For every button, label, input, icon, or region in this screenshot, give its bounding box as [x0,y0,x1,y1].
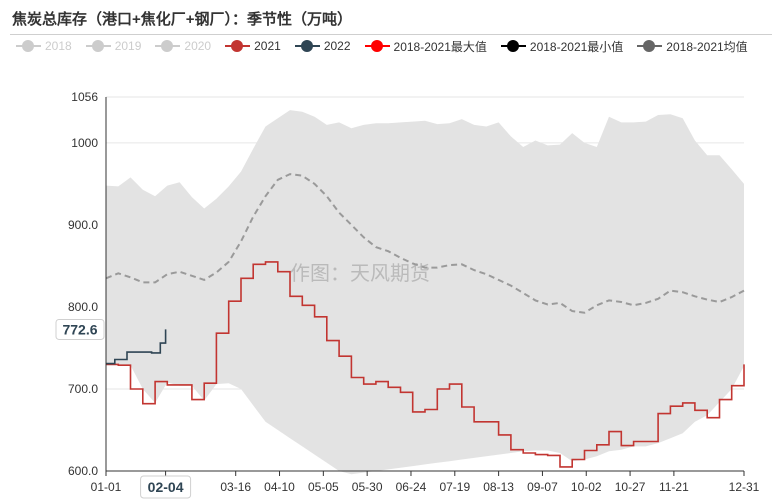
x-tick-label: 05-30 [352,480,383,494]
watermark: 作图：天风期货 [290,262,430,285]
x-tick-label: 12-31 [729,480,760,494]
title-divider [10,34,772,35]
legend-item-2022[interactable]: 2022 [294,39,351,53]
axis-pointer: 772.6 02-04 [55,318,192,499]
legend-label: 2018 [45,39,72,53]
series-line-2022 [106,329,167,365]
legend-item-2018-2021最大值[interactable]: 2018-2021最大值 [364,38,487,55]
x-tick-label: 04-10 [264,480,295,494]
y-pointer-label: 772.6 [62,321,97,337]
legend-symbol-icon [85,40,111,52]
legend-item-2018-2021最小值[interactable]: 2018-2021最小值 [500,38,624,55]
legend-label: 2018-2021均值 [666,39,748,54]
legend-item-2019[interactable]: 2019 [85,39,142,53]
legend-symbol-icon [155,40,181,52]
legend-label: 2020 [184,39,212,53]
series-lines [105,173,745,468]
x-tick-label: 06-24 [396,480,427,494]
axes: 600.0 700.0 800.0 900.0 1000 1056 01-01 02-04 03… [68,90,760,494]
y-pointer-box [55,318,105,340]
legend-label: 2022 [323,39,351,53]
legend-item-2021[interactable]: 2021 [225,39,281,53]
y-tick-label: 1056 [71,90,98,104]
x-tick-label: 11-21 [659,480,689,494]
x-tick-label: 10-02 [571,480,602,494]
legend-item-2018-2021均值[interactable]: 2018-2021均值 [637,38,748,55]
x-tick-label: 10-27 [615,480,646,494]
series-line-2021 [106,261,745,468]
chart-legend: 2018 2019 2020 2021 2022 2018-2021最大值 2018-202… [16,37,748,55]
max-min-range-band [106,110,744,475]
y-tick-label: 700.0 [68,382,98,396]
x-tick-label: 05-05 [308,480,339,494]
x-tick-label: 07-19 [439,480,470,494]
x-pointer-box [140,475,192,499]
y-tick-label: 600.0 [68,464,98,478]
y-tick-label: 900.0 [68,218,98,232]
legend-label: 2019 [114,39,142,53]
x-tick-label: 03-16 [220,480,251,494]
y-tick-label: 1000 [71,136,98,150]
legend-label: 2018-2021最大值 [393,39,487,54]
legend-item-2020[interactable]: 2020 [155,39,211,53]
legend-symbol-icon [637,40,663,52]
y-tick-label: 800.0 [68,300,98,314]
x-tick-label: 09-07 [527,480,558,494]
legend-symbol-icon [16,40,41,52]
legend-symbol-icon [500,40,526,52]
legend-item-2018[interactable]: 2018 [16,39,72,53]
x-tick-label: 08-13 [483,480,514,494]
legend-label: 2021 [254,39,281,53]
legend-symbol-icon [225,40,251,52]
series-line-2018-2021均值 [105,173,745,314]
chart-title: 焦炭总库存（港口+焦化厂+钢厂）：季节性（万吨） [12,11,353,28]
legend-symbol-icon [364,40,390,52]
legend-symbol-icon [294,40,320,52]
x-pointer-label: 02-04 [148,479,184,495]
legend-label: 2018-2021最小值 [529,39,624,54]
x-tick-label: 01-01 [91,480,122,494]
